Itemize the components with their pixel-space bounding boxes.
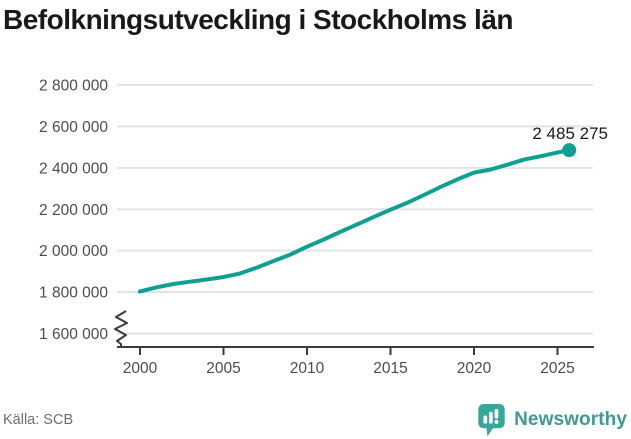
source-note: Källa: SCB — [3, 412, 74, 428]
logo-bar-small — [483, 415, 488, 424]
logo-exclamation-dot — [494, 419, 499, 424]
y-tick-label: 2 400 000 — [39, 160, 108, 177]
x-tick-label: 2010 — [290, 360, 325, 377]
page-title: Befolkningsutveckling i Stockholms län — [3, 4, 514, 35]
end-point-value-label: 2 485 275 — [532, 124, 608, 143]
x-tick-label: 2025 — [540, 360, 574, 377]
newsworthy-bubble-chart-icon — [478, 404, 505, 437]
y-tick-label: 2 600 000 — [39, 119, 108, 136]
end-point-marker — [562, 143, 577, 158]
y-tick-label: 2 200 000 — [39, 202, 108, 219]
y-tick-label: 2 000 000 — [39, 243, 108, 260]
logo-bar-tall — [489, 411, 493, 424]
logo-exclamation-bar — [494, 409, 499, 419]
y-tick-label: 2 800 000 — [39, 78, 108, 95]
population-line-chart: 2 800 000 2 600 000 2 400 000 2 200 000 2 00… — [39, 78, 608, 378]
x-tick-label: 2005 — [206, 360, 240, 377]
population-line-series — [138, 148, 572, 294]
newsworthy-logo-text: Newsworthy — [514, 409, 627, 430]
y-tick-label: 1 800 000 — [39, 285, 108, 302]
x-tick-label: 2015 — [373, 360, 407, 377]
x-tick-label: 2000 — [123, 360, 158, 377]
y-tick-label: 1 600 000 — [39, 326, 108, 343]
x-tick-label: 2020 — [457, 360, 492, 377]
y-axis-break — [114, 310, 128, 347]
newsworthy-logo: Newsworthy — [476, 401, 627, 439]
